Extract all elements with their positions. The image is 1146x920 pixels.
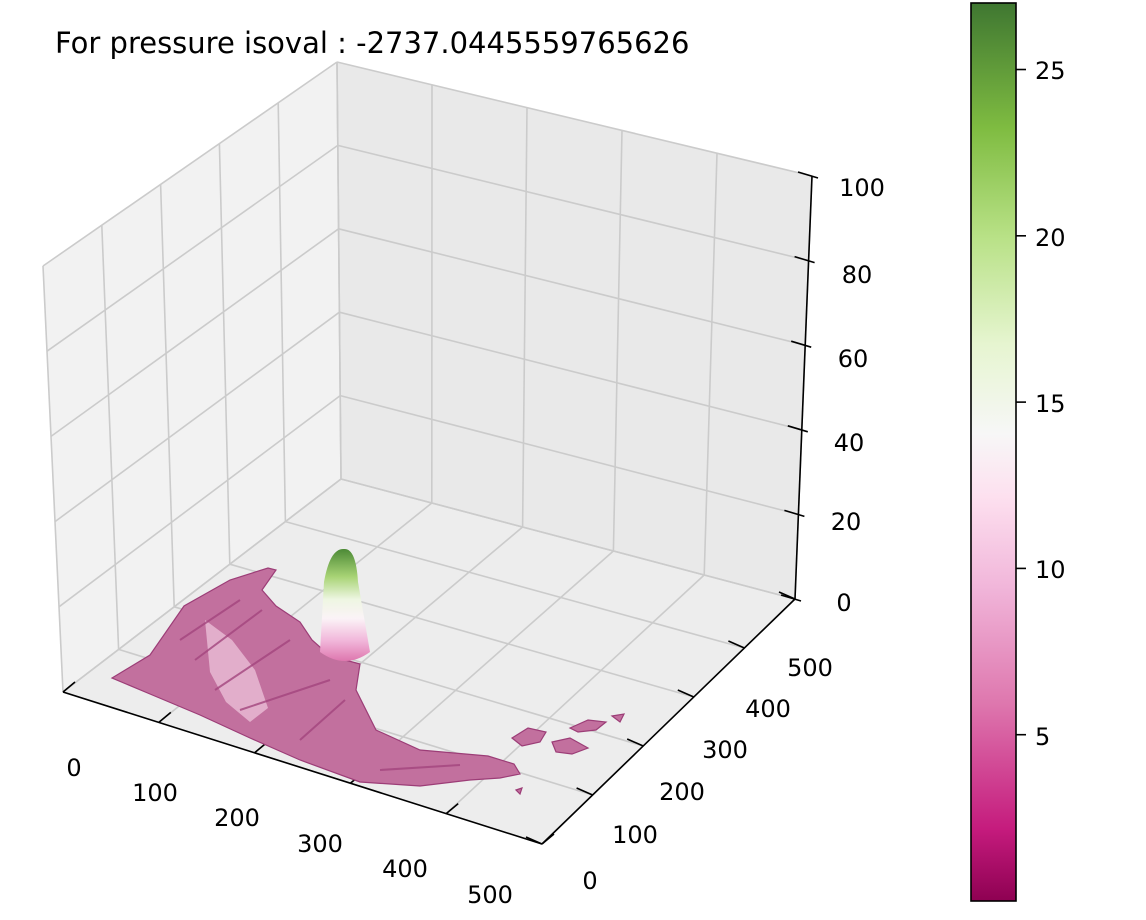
grid-line-z-left xyxy=(42,61,338,267)
x-axis-line xyxy=(62,691,543,845)
colorbar xyxy=(970,2,1017,902)
chart-title: For pressure isoval : -2737.044555976562… xyxy=(55,26,690,60)
y-tick-label: 200 xyxy=(659,778,705,806)
grid-line-y xyxy=(285,520,745,649)
grid-line-y-left xyxy=(277,102,287,522)
colorbar-tick-label: 15 xyxy=(1035,390,1066,418)
y-axis-line xyxy=(541,598,796,845)
z-tick-label: 20 xyxy=(831,508,862,536)
grid-line-z-left xyxy=(50,228,340,438)
colorbar-tick-label: 20 xyxy=(1035,224,1066,252)
y-tick-mark xyxy=(626,738,644,747)
grid-line-x-back xyxy=(612,130,623,552)
z-tick-mark xyxy=(790,340,812,348)
z-tick-mark xyxy=(797,171,819,179)
z-tick-label: 0 xyxy=(836,589,851,617)
z-tick-label: 60 xyxy=(838,345,869,373)
left-pane xyxy=(43,62,341,692)
back-pane xyxy=(337,62,812,599)
y-tick-label: 500 xyxy=(787,654,833,682)
x-tick-mark xyxy=(541,833,555,845)
z-axis-line xyxy=(794,175,813,600)
y-tick-mark xyxy=(525,836,543,845)
colorbar-tick-labels: 5 10 15 20 25 xyxy=(1035,57,1066,751)
grid-line-y-left xyxy=(218,143,231,565)
surface-islands xyxy=(510,713,626,796)
x-tick-mark xyxy=(158,711,172,724)
grid-line-x-back xyxy=(521,107,528,528)
x-tick-label: 500 xyxy=(467,881,513,909)
z-tick-label: 100 xyxy=(839,174,885,202)
grid-line-z-back xyxy=(338,228,806,346)
grid-line-z-back xyxy=(339,394,799,516)
y-tick-mark xyxy=(576,787,593,796)
z-tick-label: 80 xyxy=(842,261,873,289)
x-tick-label: 300 xyxy=(297,830,343,858)
colorbar-tick-label: 25 xyxy=(1035,57,1066,85)
colorbar-tick-label: 5 xyxy=(1035,723,1050,751)
y-tick-label: 0 xyxy=(582,867,597,895)
z-tick-labels: 0 20 40 60 80 100 xyxy=(831,174,885,617)
colorbar-tick-label: 10 xyxy=(1035,556,1066,584)
x-tick-label: 100 xyxy=(132,779,178,807)
z-tick-mark xyxy=(787,425,809,433)
x-tick-labels: 0 100 200 300 400 500 xyxy=(66,754,513,909)
grid-line-y-left xyxy=(336,61,342,480)
surface-main xyxy=(110,567,521,787)
y-tick-mark xyxy=(728,640,745,649)
surface-streaks xyxy=(179,599,461,771)
y-tick-labels: 0 100 200 300 400 500 xyxy=(582,654,833,895)
grid-line-z-back xyxy=(336,61,813,177)
grid-line-z-back xyxy=(337,144,809,262)
x-tick-label: 0 xyxy=(66,754,81,782)
grid-line-z-left xyxy=(62,478,342,693)
grid-line-x-back xyxy=(703,153,718,576)
z-tick-label: 40 xyxy=(834,429,865,457)
surface-highlight xyxy=(205,620,268,722)
grid-line-z-left xyxy=(54,311,340,523)
floor-pane xyxy=(63,479,795,844)
grid-line-z-left xyxy=(46,144,339,352)
grid-line-y-left xyxy=(101,225,120,650)
x-tick-mark xyxy=(62,681,76,693)
z-tick-mark xyxy=(784,509,805,518)
x-tick-mark xyxy=(445,802,459,815)
grid-line-y xyxy=(229,563,695,698)
y-tick-label: 100 xyxy=(612,821,658,849)
grid-line-z-back xyxy=(339,311,802,431)
z-tick-mark xyxy=(780,594,802,602)
grid-line-y-left xyxy=(159,184,175,607)
grid-line-z-back xyxy=(340,478,796,600)
y-tick-label: 300 xyxy=(702,736,748,764)
x-tick-label: 200 xyxy=(214,804,260,832)
z-tick-mark xyxy=(794,255,815,264)
grid-line-y-left xyxy=(42,265,64,693)
y-tick-label: 400 xyxy=(745,695,791,723)
x-tick-label: 400 xyxy=(382,855,428,883)
colorbar-ticks xyxy=(1016,68,1026,736)
peak-tower xyxy=(320,548,370,661)
y-tick-mark xyxy=(677,689,695,698)
grid-line-z-left xyxy=(58,394,341,608)
isosurface xyxy=(110,548,626,796)
